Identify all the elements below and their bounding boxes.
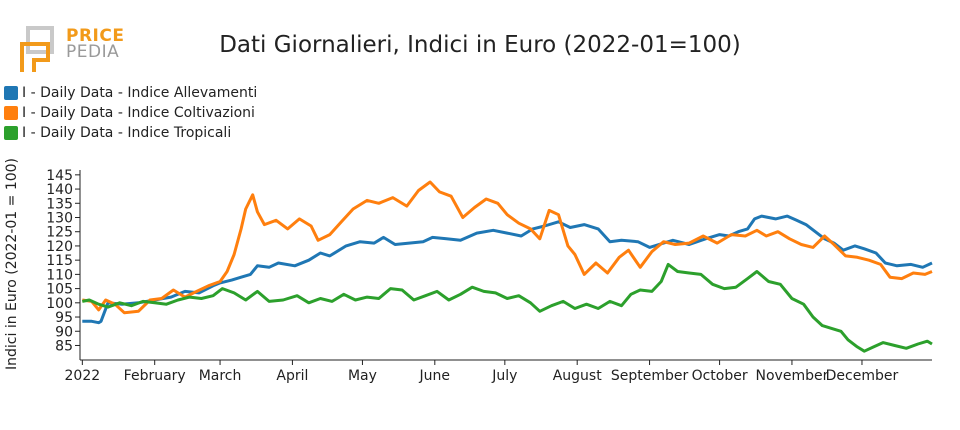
y-tick-label: 120 [46, 239, 73, 255]
legend-label-allevamenti: I - Daily Data - Indice Allevamenti [22, 85, 258, 101]
y-tick-label: 110 [46, 267, 73, 283]
chart-title: Dati Giornalieri, Indici in Euro (2022-0… [219, 32, 741, 58]
y-tick-label: 90 [55, 324, 73, 340]
y-tick-label: 140 [46, 182, 73, 198]
y-tick-label: 125 [46, 225, 73, 241]
legend-swatch-tropicali [4, 126, 18, 140]
x-tick-label: May [348, 368, 377, 384]
x-tick-label: June [419, 368, 451, 384]
series-line-1[interactable] [82, 180, 933, 315]
series-line-2[interactable] [82, 262, 933, 353]
logo-mark-icon [20, 26, 54, 72]
x-tick-label: March [199, 368, 242, 384]
x-tick-label: April [276, 368, 308, 384]
y-tick-label: 115 [46, 253, 73, 269]
y-tick-label: 100 [46, 296, 73, 312]
legend-item-tropicali[interactable]: I - Daily Data - Indice Tropicali [4, 123, 257, 143]
x-tick-label: August [553, 368, 603, 384]
y-tick-label: 130 [46, 211, 73, 227]
legend-item-allevamenti[interactable]: I - Daily Data - Indice Allevamenti [4, 83, 257, 103]
series-layer [82, 180, 933, 353]
pricepedia-logo: PRICE PEDIA [18, 26, 128, 76]
x-tick-label: February [124, 368, 186, 384]
logo-word-price: PRICE [66, 26, 125, 46]
x-tick-label: November [756, 368, 829, 384]
y-tick-label: 95 [55, 310, 73, 326]
y-axis-label: Indici in Euro (2022-01 = 100) [4, 158, 20, 370]
y-tick-label: 135 [46, 196, 73, 212]
legend-label-tropicali: I - Daily Data - Indice Tropicali [22, 125, 232, 141]
x-tick-label: October [692, 368, 748, 384]
legend-swatch-allevamenti [4, 86, 18, 100]
legend-label-coltivazioni: I - Daily Data - Indice Coltivazioni [22, 105, 255, 121]
y-tick-label: 105 [46, 282, 73, 298]
legend-item-coltivazioni[interactable]: I - Daily Data - Indice Coltivazioni [4, 103, 257, 123]
x-tick-label: September [611, 368, 689, 384]
x-tick-label: 2022 [65, 368, 101, 384]
x-tick-label: July [491, 368, 517, 384]
chart-legend: I - Daily Data - Indice Allevamenti I - … [4, 83, 257, 143]
logo-word-pedia: PEDIA [66, 42, 120, 62]
y-tick-label: 85 [55, 338, 73, 354]
legend-swatch-coltivazioni [4, 106, 18, 120]
x-axis: 2022 February March April May June July August S… [65, 359, 932, 384]
x-tick-label: December [826, 368, 899, 384]
y-tick-label: 145 [46, 168, 73, 184]
